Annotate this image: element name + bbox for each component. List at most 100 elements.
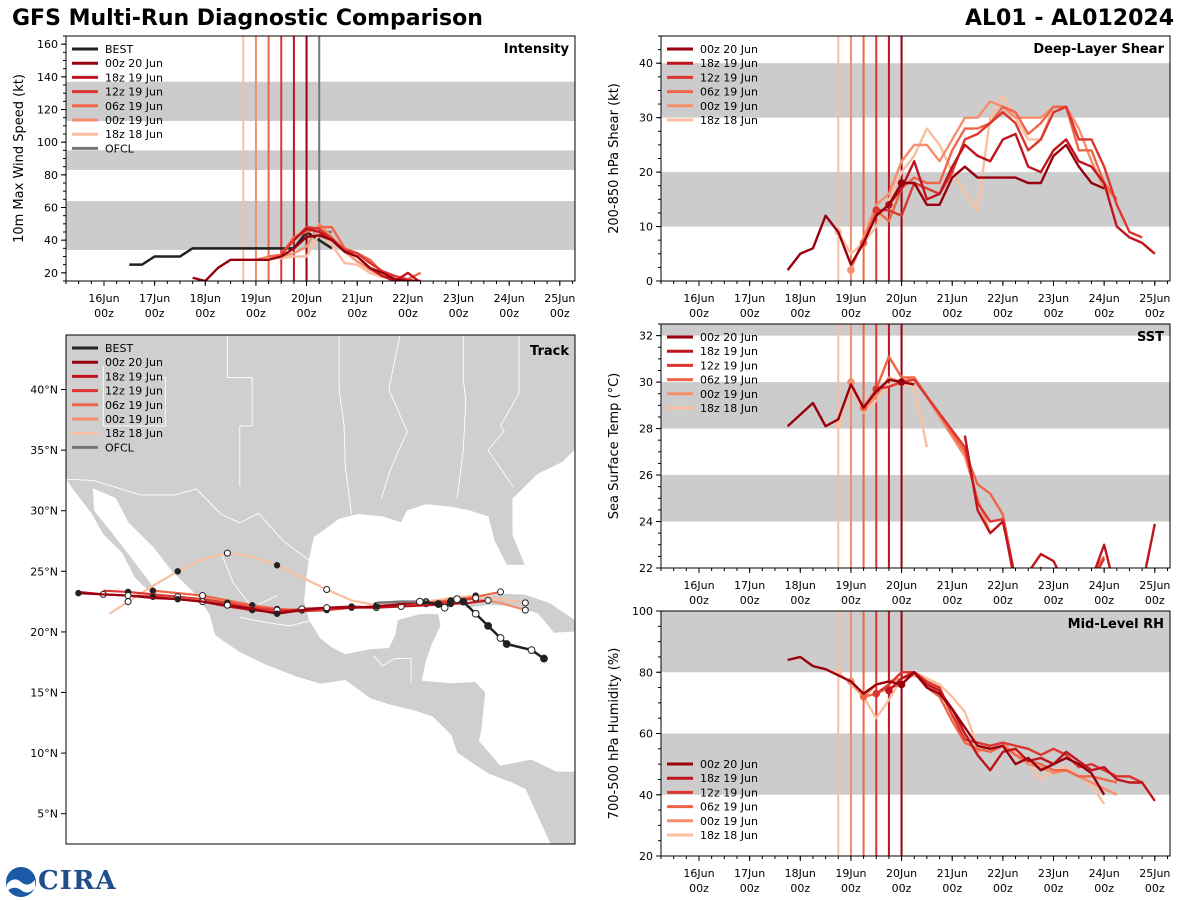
lat-tick-label: 35°N xyxy=(30,444,58,457)
noaa-logo-icon xyxy=(6,867,36,897)
track-point-filled xyxy=(174,595,181,603)
legend-label: 18z 18 Jun xyxy=(700,402,758,415)
legend-label: 12z 19 Jun xyxy=(105,385,163,398)
x-tick-label: 00z xyxy=(1044,307,1064,320)
x-tick-label: 21Jun xyxy=(937,292,968,305)
state-border xyxy=(380,335,408,499)
best-track-point xyxy=(440,603,449,612)
analysis-marker xyxy=(834,420,843,428)
x-tick-label: 00z xyxy=(550,307,570,320)
series-line xyxy=(192,234,421,281)
y-tick-label: 60 xyxy=(639,728,653,741)
state-border xyxy=(456,335,467,499)
x-tick-label: 24Jun xyxy=(494,292,525,305)
x-tick-label: 23Jun xyxy=(443,292,474,305)
legend-label: 00z 19 Jun xyxy=(700,815,758,828)
x-tick-label: 00z xyxy=(297,307,317,320)
state-border xyxy=(220,552,278,609)
x-tick-label: 18Jun xyxy=(190,292,221,305)
legend-label: 00z 19 Jun xyxy=(105,114,163,127)
y-tick-label: 140 xyxy=(37,71,58,84)
legend-label: 00z 20 Jun xyxy=(700,43,758,56)
x-tick-label: 00z xyxy=(942,307,962,320)
chart-sst: 22 24 26 28 30 32 16Jun 00z 17Jun 00z 18Jun 00z 19Ju… xyxy=(607,323,1171,607)
legend-label: 18z 18 Jun xyxy=(105,427,163,440)
lat-tick-label: 30°N xyxy=(30,505,58,518)
landmass xyxy=(66,335,575,844)
x-tick-label: 20Jun xyxy=(886,292,917,305)
x-tick-label: 18Jun xyxy=(785,867,816,880)
track-point-filled xyxy=(273,562,281,569)
lat-tick-label: 5°N xyxy=(37,808,58,821)
analysis-marker xyxy=(885,686,893,695)
track-point-open xyxy=(497,588,505,596)
analysis-marker xyxy=(859,692,868,701)
series-line xyxy=(849,100,1118,271)
x-tick-label: 18Jun xyxy=(785,292,816,305)
threshold-band xyxy=(661,63,1170,118)
legend-label: 18z 19 Jun xyxy=(700,57,758,70)
best-track-point xyxy=(446,597,455,606)
track-point-open xyxy=(323,604,331,612)
x-tick-label: 00z xyxy=(993,594,1013,607)
x-tick-label: 22Jun xyxy=(987,579,1018,592)
legend-label: 00z 19 Jun xyxy=(700,100,758,113)
analysis-marker xyxy=(897,179,906,187)
x-tick-label: 18Jun xyxy=(785,579,816,592)
x-tick-label: 00z xyxy=(689,307,709,320)
analysis-marker xyxy=(897,378,906,386)
x-tick-label: 20Jun xyxy=(886,579,917,592)
best-track-point xyxy=(540,654,548,663)
y-tick-label: 20 xyxy=(639,850,653,863)
track-point-filled xyxy=(273,610,281,617)
series-line xyxy=(243,232,383,279)
y-tick-label: 24 xyxy=(639,516,653,529)
x-tick-label: 00z xyxy=(1044,882,1064,895)
analysis-marker xyxy=(872,689,881,698)
forecast-track xyxy=(78,592,420,615)
plot-area xyxy=(661,324,1170,568)
analysis-marker xyxy=(897,680,906,689)
x-tick-label: 00z xyxy=(942,882,962,895)
legend-label: 18z 19 Jun xyxy=(700,772,758,785)
best-track-point xyxy=(415,597,424,606)
y-tick-label: 30 xyxy=(639,112,653,125)
x-tick-label: 00z xyxy=(145,307,165,320)
legend-label: 00z 20 Jun xyxy=(105,57,163,70)
lat-tick-label: 20°N xyxy=(30,626,58,639)
legend-label: 06z 19 Jun xyxy=(700,801,758,814)
x-tick-label: 21Jun xyxy=(937,867,968,880)
y-tick-label: 40 xyxy=(639,789,653,802)
plot-area xyxy=(661,611,1170,856)
analysis-marker xyxy=(847,266,855,274)
legend-label: 12z 19 Jun xyxy=(105,86,163,99)
state-border xyxy=(102,365,166,427)
y-axis-label: 10m Max Wind Speed (kt) xyxy=(12,74,27,243)
best-track-point xyxy=(434,600,443,608)
y-tick-label: 80 xyxy=(639,666,653,679)
track-point-open xyxy=(323,586,331,593)
x-tick-label: 00z xyxy=(892,882,912,895)
legend-label: 06z 19 Jun xyxy=(700,86,758,99)
legend-label: 00z 20 Jun xyxy=(700,758,758,771)
legend-label: OFCL xyxy=(105,441,135,454)
y-tick-label: 0 xyxy=(646,275,653,288)
series-line xyxy=(786,378,915,428)
legend-label: 12z 19 Jun xyxy=(700,71,758,84)
x-tick-label: 00z xyxy=(790,882,810,895)
x-tick-label: 19Jun xyxy=(835,292,866,305)
y-tick-label: 80 xyxy=(44,169,58,182)
x-tick-label: 00z xyxy=(246,307,266,320)
legend-label: 06z 19 Jun xyxy=(105,399,163,412)
legend-label: 06z 19 Jun xyxy=(700,374,758,387)
threshold-band xyxy=(661,733,1170,795)
track-point-filled xyxy=(149,587,157,594)
series-line xyxy=(963,435,1156,568)
x-tick-label: 00z xyxy=(1145,882,1165,895)
state-border xyxy=(338,335,352,515)
track-point-filled xyxy=(373,603,380,610)
legend-label: 18z 18 Jun xyxy=(105,128,163,141)
y-tick-label: 20 xyxy=(639,166,653,179)
